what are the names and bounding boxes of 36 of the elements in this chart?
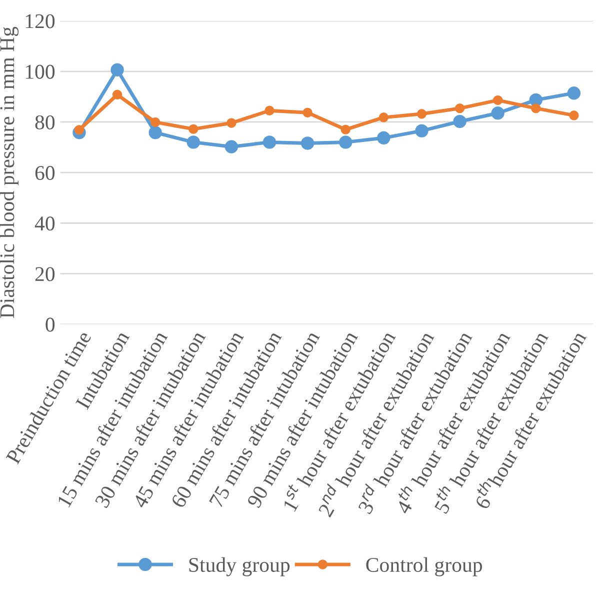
y-axis-title: Diastolic blood pressure in mm Hg [0,26,19,318]
point [569,110,579,120]
point [453,114,466,128]
y-tick-label: 60 [35,166,55,180]
y-tick-label: 100 [26,64,55,79]
y-tick-label: 0 [46,318,55,332]
point [567,86,581,100]
y-tick-label: 40 [34,216,55,231]
y-tick-label: 120 [26,14,55,28]
point [377,131,390,145]
point [340,124,350,134]
point [378,112,389,122]
point [415,124,428,138]
legend-label: Control group [366,557,482,576]
point [492,95,503,106]
point [224,140,238,154]
point [74,124,84,135]
legend-label: Study group [189,557,290,576]
point [148,126,162,140]
point [264,106,274,116]
point [112,90,122,100]
point [416,109,427,119]
point [186,136,200,149]
point [262,136,276,149]
y-tick-label: 80 [35,115,55,130]
point [150,117,160,128]
point [339,136,352,149]
point [300,136,314,150]
point [531,103,541,114]
point [110,63,124,76]
point [188,124,198,134]
point [454,103,465,114]
point [491,106,504,120]
point [302,108,312,118]
point [226,118,236,128]
y-tick-label: 20 [35,267,55,282]
